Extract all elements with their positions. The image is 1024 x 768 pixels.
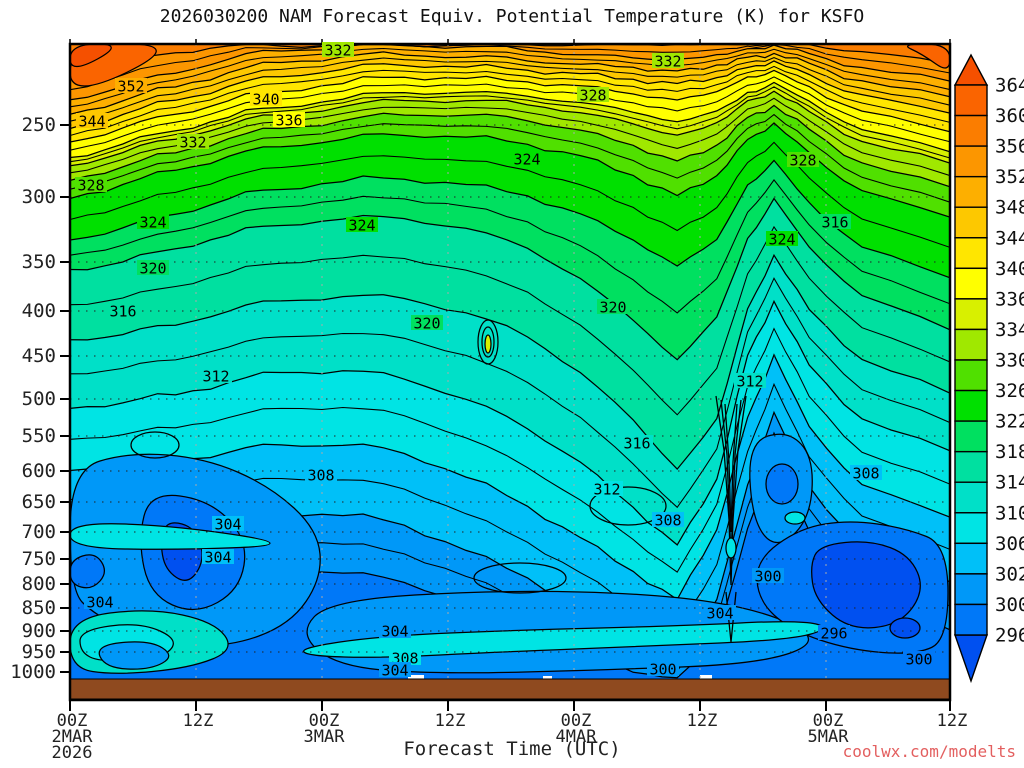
pressure-axis-labels: 2503003504004505005506006507007508008509… (10, 114, 56, 683)
svg-text:700: 700 (22, 521, 56, 543)
svg-text:304: 304 (214, 516, 241, 534)
svg-text:350: 350 (22, 251, 56, 273)
svg-text:308: 308 (307, 467, 334, 485)
svg-text:300: 300 (754, 568, 781, 586)
svg-text:300: 300 (905, 651, 932, 669)
svg-text:330: 330 (995, 350, 1024, 372)
svg-text:316: 316 (109, 303, 136, 321)
svg-text:324: 324 (768, 231, 795, 249)
svg-text:2MAR: 2MAR (52, 727, 94, 747)
svg-text:250: 250 (22, 114, 56, 136)
svg-text:352: 352 (117, 78, 144, 96)
svg-text:1000: 1000 (10, 661, 56, 683)
svg-text:12Z: 12Z (687, 711, 718, 731)
svg-text:850: 850 (22, 597, 56, 619)
svg-text:364: 364 (995, 75, 1024, 97)
svg-text:304: 304 (204, 549, 231, 567)
svg-text:600: 600 (22, 460, 56, 482)
svg-text:296: 296 (995, 625, 1024, 647)
svg-text:300: 300 (649, 661, 676, 679)
svg-text:450: 450 (22, 345, 56, 367)
contour-fill-bands (70, 44, 950, 679)
svg-text:336: 336 (275, 112, 302, 130)
svg-text:324: 324 (139, 214, 166, 232)
svg-text:300: 300 (995, 594, 1024, 616)
svg-text:00Z: 00Z (57, 711, 88, 731)
svg-text:650: 650 (22, 491, 56, 513)
svg-text:326: 326 (995, 380, 1024, 402)
svg-text:304: 304 (381, 623, 408, 641)
svg-text:332: 332 (654, 53, 681, 71)
svg-text:750: 750 (22, 548, 56, 570)
svg-text:320: 320 (139, 260, 166, 278)
surface-terrain-bar (69, 678, 951, 700)
svg-text:950: 950 (22, 641, 56, 663)
svg-text:4MAR: 4MAR (556, 727, 598, 747)
svg-text:500: 500 (22, 388, 56, 410)
contour-value-labels: 352 344 340 336 332 332 332 328 328 328 324 324 324 3… (75, 42, 935, 680)
svg-text:312: 312 (593, 481, 620, 499)
svg-text:360: 360 (995, 105, 1024, 127)
watermark-link: coolwx.com/modelts (842, 742, 1016, 761)
svg-text:310: 310 (995, 502, 1024, 524)
svg-text:328: 328 (579, 87, 606, 105)
svg-text:352: 352 (995, 166, 1024, 188)
svg-text:2026: 2026 (52, 743, 93, 763)
svg-text:00Z: 00Z (309, 711, 340, 731)
svg-text:300: 300 (22, 186, 56, 208)
colorbar: 364 360 356 352 348 344 340 336 334 330 326 322 318 3… (953, 53, 1024, 684)
svg-text:332: 332 (324, 42, 351, 60)
svg-text:336: 336 (995, 288, 1024, 310)
svg-text:312: 312 (202, 368, 229, 386)
svg-text:12Z: 12Z (937, 711, 968, 731)
svg-text:304: 304 (706, 605, 733, 623)
svg-text:550: 550 (22, 425, 56, 447)
svg-text:312: 312 (736, 373, 763, 391)
svg-text:3MAR: 3MAR (304, 727, 346, 747)
svg-text:320: 320 (599, 299, 626, 317)
x-axis-title: Forecast Time (UTC) (403, 738, 621, 760)
svg-text:340: 340 (995, 258, 1024, 280)
svg-text:328: 328 (789, 152, 816, 170)
svg-text:5MAR: 5MAR (808, 727, 850, 747)
svg-text:348: 348 (995, 197, 1024, 219)
svg-text:308: 308 (852, 465, 879, 483)
svg-text:304: 304 (86, 594, 113, 612)
page-title: 2026030200 NAM Forecast Equiv. Potential… (159, 6, 865, 27)
svg-text:900: 900 (22, 620, 56, 642)
svg-text:308: 308 (654, 512, 681, 530)
svg-text:296: 296 (820, 625, 847, 643)
svg-text:344: 344 (78, 113, 105, 131)
svg-text:320: 320 (413, 315, 440, 333)
svg-text:314: 314 (995, 472, 1024, 494)
svg-text:00Z: 00Z (561, 711, 592, 731)
svg-text:00Z: 00Z (813, 711, 844, 731)
svg-text:306: 306 (995, 533, 1024, 555)
svg-text:316: 316 (821, 214, 848, 232)
svg-text:328: 328 (77, 177, 104, 195)
svg-text:324: 324 (348, 217, 375, 235)
closed-contour-features (70, 44, 950, 679)
svg-text:304: 304 (381, 662, 408, 680)
svg-text:318: 318 (995, 441, 1024, 463)
svg-text:400: 400 (22, 300, 56, 322)
svg-text:340: 340 (252, 91, 279, 109)
gridlines (70, 44, 950, 679)
svg-text:334: 334 (995, 319, 1024, 341)
svg-text:800: 800 (22, 573, 56, 595)
svg-text:324: 324 (513, 151, 540, 169)
svg-text:322: 322 (995, 411, 1024, 433)
svg-text:316: 316 (623, 435, 650, 453)
svg-text:332: 332 (179, 134, 206, 152)
plot-frame-and-ticks (60, 39, 952, 711)
svg-text:356: 356 (995, 136, 1024, 158)
svg-text:12Z: 12Z (183, 711, 214, 731)
svg-text:12Z: 12Z (435, 711, 466, 731)
svg-text:344: 344 (995, 227, 1024, 249)
svg-text:302: 302 (995, 563, 1024, 585)
